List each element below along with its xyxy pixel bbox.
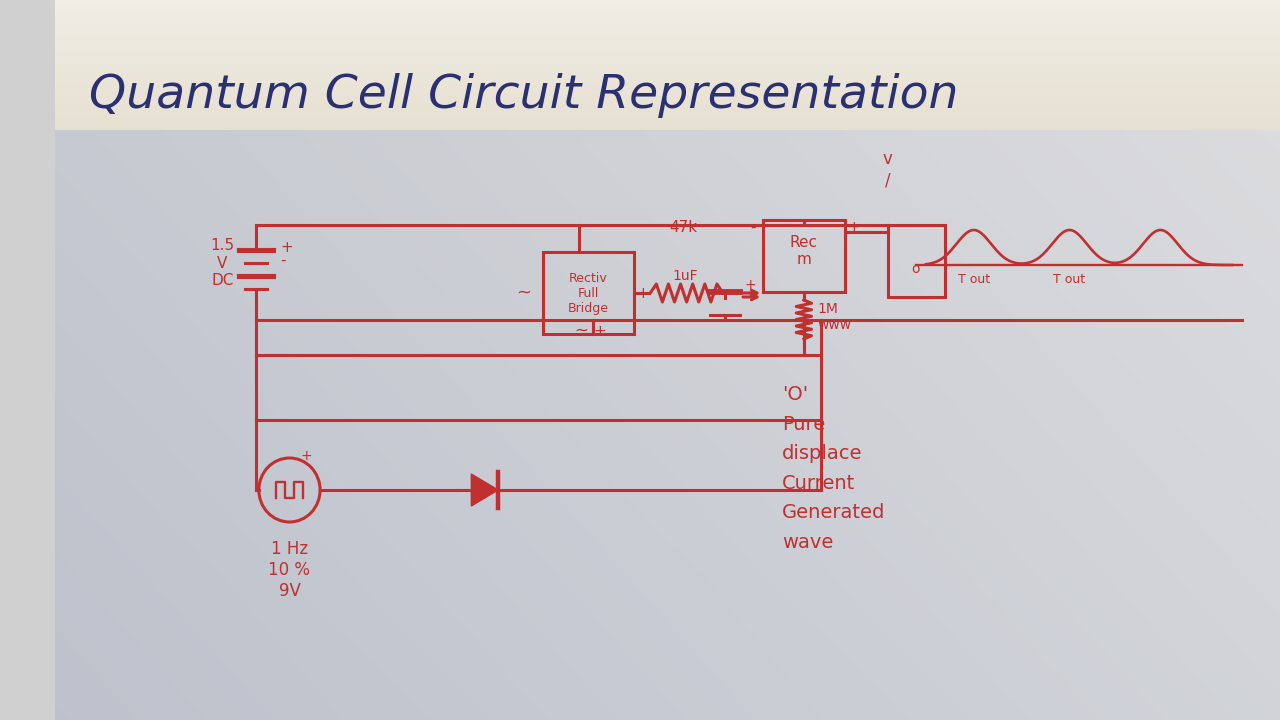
Text: v
/: v / [883,150,892,189]
Bar [543,252,634,334]
Text: T out: T out [1053,273,1085,286]
Text: Rectiv
Full
Bridge: Rectiv Full Bridge [568,271,609,315]
Text: -: - [280,253,285,268]
Text: 1M
www: 1M www [817,302,851,332]
Text: Quantum Cell Circuit Representation: Quantum Cell Circuit Representation [90,73,959,117]
Text: +: + [280,240,293,255]
Text: +: + [301,449,312,463]
Text: +: + [594,324,607,339]
Text: ~: ~ [517,284,531,302]
Polygon shape [471,474,498,506]
Text: Rec
m: Rec m [790,235,818,267]
Text: 1uF: 1uF [672,269,698,283]
Bar [887,225,945,297]
Text: +: + [847,220,860,235]
Text: 47k: 47k [669,220,698,235]
Text: 'O'
Pure
displace
Current
Generated
wave: 'O' Pure displace Current Generated wave [782,385,886,552]
Text: +: + [744,278,755,292]
Text: 1.5
V
DC: 1.5 V DC [210,238,234,288]
Text: 1 Hz
10 %
9V: 1 Hz 10 % 9V [269,540,311,600]
Text: +: + [637,286,650,300]
Text: o: o [911,262,920,276]
Bar [763,220,845,292]
Text: ~: ~ [575,322,589,340]
Text: T out: T out [957,273,989,286]
Text: -: - [750,220,755,235]
